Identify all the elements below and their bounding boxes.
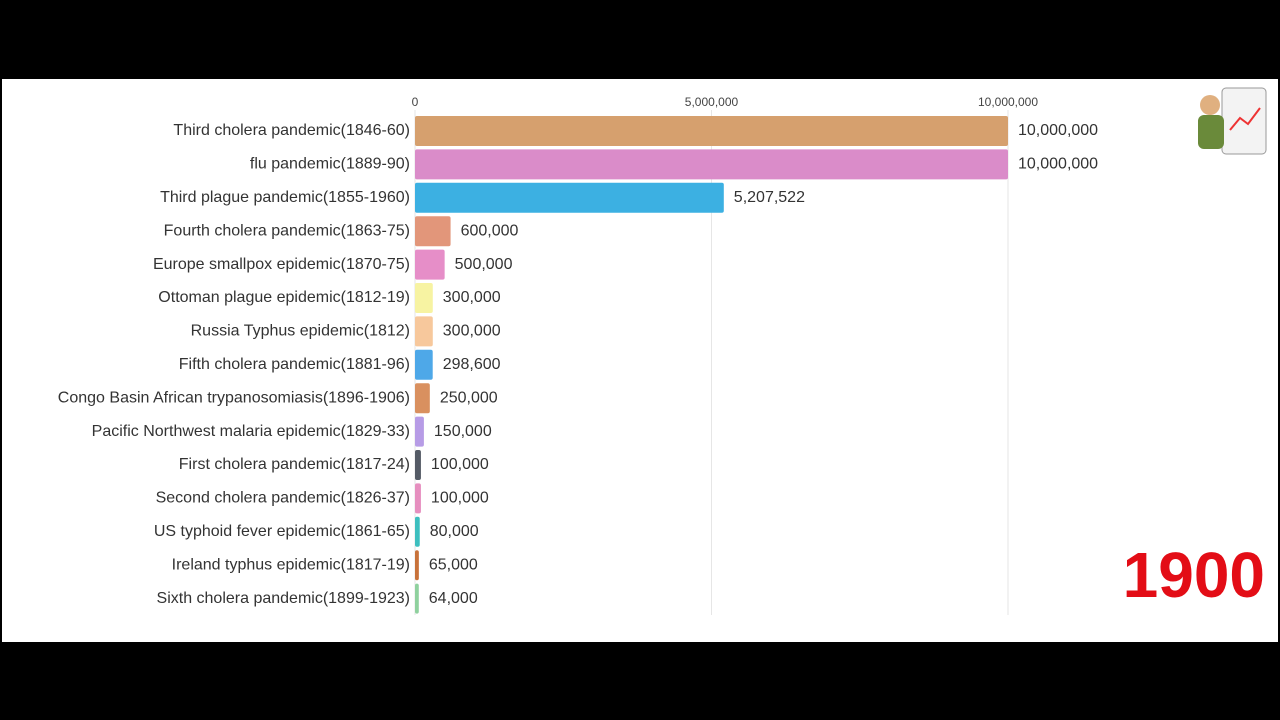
value-label: 300,000	[443, 323, 501, 340]
y-tick-label: flu pandemic(1889-90)	[250, 156, 410, 173]
value-label: 10,000,000	[1018, 156, 1098, 173]
x-tick-label: 5,000,000	[685, 95, 739, 109]
value-label: 100,000	[431, 456, 489, 473]
value-label: 600,000	[461, 222, 519, 239]
value-label: 64,000	[429, 590, 478, 607]
bar	[415, 149, 1008, 180]
y-tick-label: Pacific Northwest malaria epidemic(1829-…	[92, 423, 410, 440]
bar	[415, 216, 451, 247]
bar	[415, 283, 433, 313]
value-label: 250,000	[440, 389, 498, 406]
value-label: 80,000	[430, 523, 479, 540]
y-tick-label: Fifth cholera pandemic(1881-96)	[179, 356, 410, 373]
x-tick-label: 0	[412, 95, 419, 109]
value-label: 500,000	[455, 256, 513, 273]
y-tick-label: First cholera pandemic(1817-24)	[179, 456, 410, 473]
year-label: 1900	[1123, 539, 1265, 611]
y-tick-label: Sixth cholera pandemic(1899-1923)	[157, 590, 410, 607]
value-label: 65,000	[429, 556, 478, 573]
bar	[415, 316, 433, 347]
bar	[415, 349, 433, 380]
value-label: 150,000	[434, 423, 492, 440]
value-label: 298,600	[443, 356, 501, 373]
value-label: 5,207,522	[734, 189, 805, 206]
y-tick-label: Ottoman plague epidemic(1812-19)	[158, 289, 410, 306]
y-tick-label: Congo Basin African trypanosomiasis(1896…	[58, 389, 410, 406]
bar	[415, 450, 421, 480]
bar	[415, 182, 724, 213]
bar	[415, 249, 445, 280]
y-tick-label: Second cholera pandemic(1826-37)	[156, 490, 410, 507]
bar	[415, 583, 419, 614]
value-label: 100,000	[431, 490, 489, 507]
logo-icon	[1198, 87, 1267, 155]
bar	[415, 483, 421, 514]
value-label: 10,000,000	[1018, 122, 1098, 139]
x-tick-label: 10,000,000	[978, 95, 1038, 109]
y-tick-label: Europe smallpox epidemic(1870-75)	[153, 256, 410, 273]
bar	[415, 416, 424, 447]
y-tick-label: Third cholera pandemic(1846-60)	[173, 122, 410, 139]
y-tick-label: US typhoid fever epidemic(1861-65)	[154, 523, 410, 540]
bar	[415, 116, 1008, 146]
value-label: 300,000	[443, 289, 501, 306]
bar	[415, 516, 420, 547]
bar	[415, 550, 419, 581]
y-tick-label: Third plague pandemic(1855-1960)	[160, 189, 410, 206]
y-tick-label: Ireland typhus epidemic(1817-19)	[172, 556, 410, 573]
y-tick-label: Russia Typhus epidemic(1812)	[191, 323, 410, 340]
y-tick-label: Fourth cholera pandemic(1863-75)	[164, 222, 410, 239]
bar	[415, 383, 430, 414]
